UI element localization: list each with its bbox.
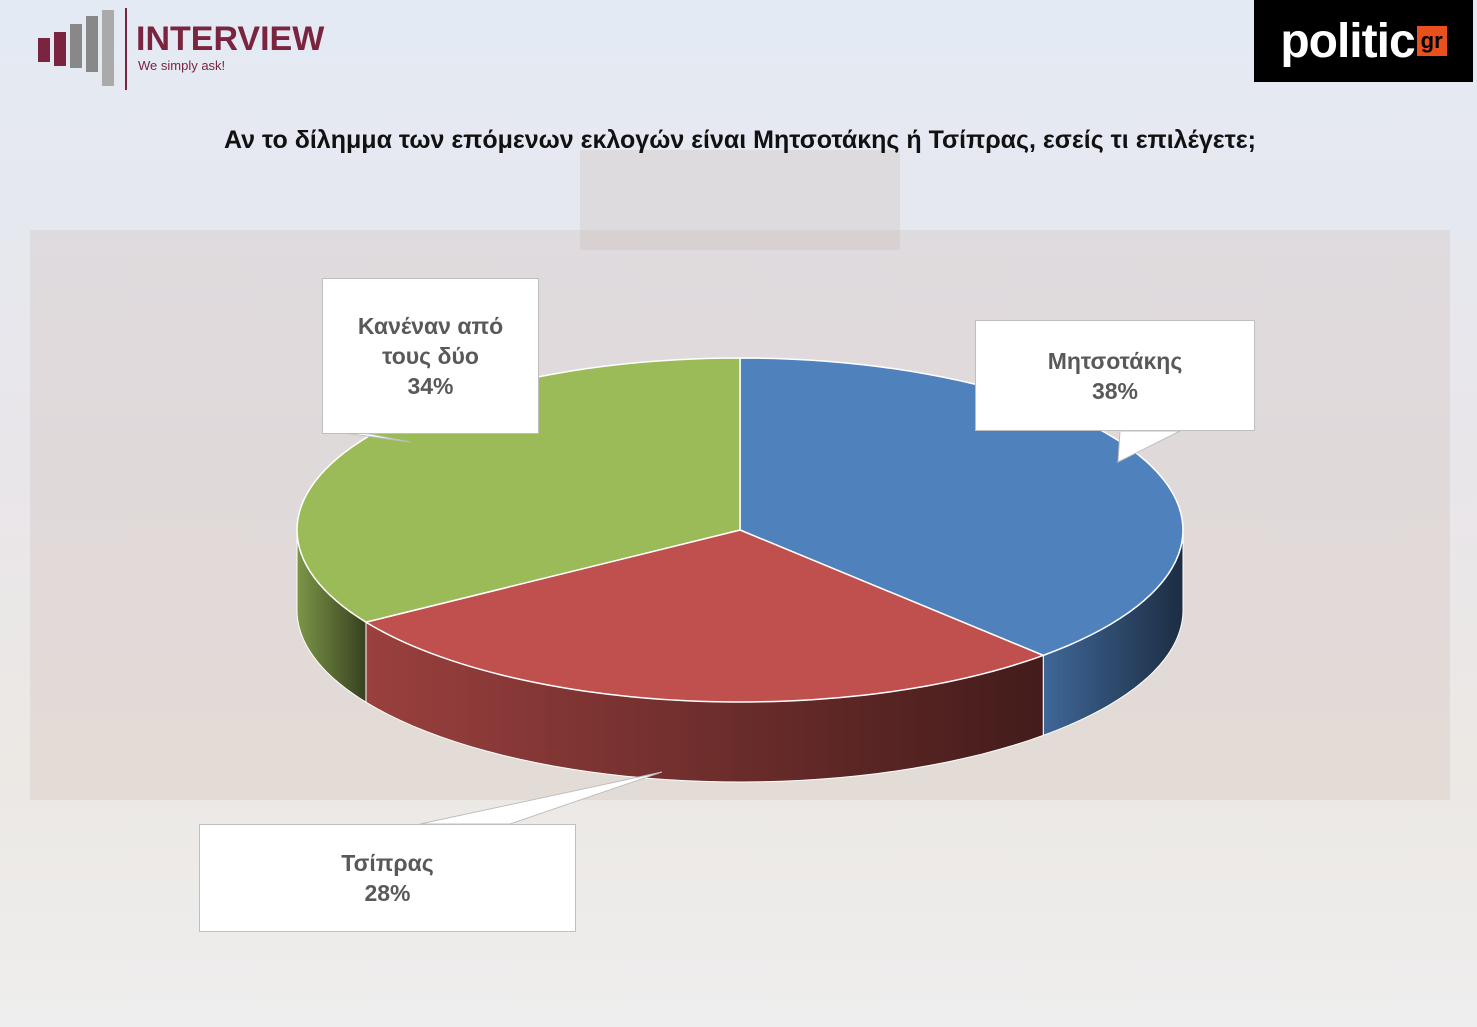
pie-slice [364, 529, 1046, 703]
callout-pointer [419, 771, 663, 825]
pie-slice [739, 357, 1184, 657]
value-label: 38% [1091, 377, 1139, 404]
interview-logo: INTERVIEW We simply ask! [38, 8, 325, 90]
data-label-box: Κανέναν από τους δύο 34% [322, 278, 539, 434]
background-pediment [580, 150, 900, 250]
chart-title: Αν το δίλημμα των επόμενων εκλογών είναι… [224, 126, 1256, 154]
value-label: 28% [364, 880, 411, 906]
brand-text: politic [1280, 14, 1415, 68]
data-label-box: Τσίπρας 28% [199, 824, 576, 932]
callout-pointer [1117, 430, 1181, 463]
category-label: Τσίπρας [341, 850, 434, 876]
logo-tagline: We simply ask! [138, 58, 225, 73]
brand-suffix: gr [1416, 26, 1447, 56]
logo-text: INTERVIEW [136, 20, 325, 58]
data-label-box: Μητσοτάκης 38% [975, 320, 1255, 431]
politic-logo: politic gr [1254, 0, 1473, 82]
value-label: 34% [407, 373, 454, 399]
category-label: Κανέναν από τους δύο [357, 313, 504, 369]
category-label: Μητσοτάκης [1047, 347, 1183, 374]
